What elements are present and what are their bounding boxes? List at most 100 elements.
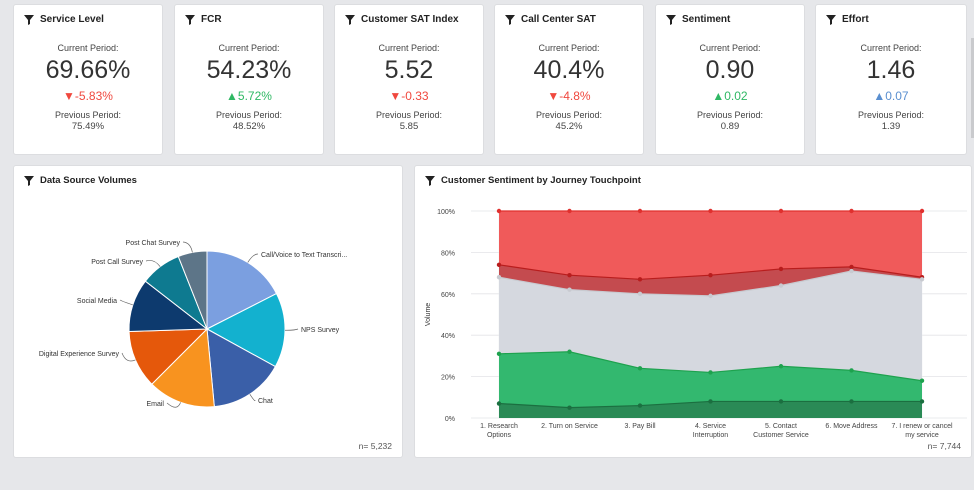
pie-slice-label: Digital Experience Survey (39, 351, 120, 358)
data-point[interactable] (919, 399, 925, 404)
data-point[interactable] (637, 277, 643, 282)
data-point[interactable] (708, 293, 713, 299)
data-point[interactable] (567, 287, 572, 292)
filter-icon[interactable] (666, 14, 676, 25)
y-tick-label: 60% (441, 292, 455, 299)
y-axis-label: Volume (425, 303, 432, 326)
kpi-title-text: FCR (201, 14, 222, 25)
pie-slice[interactable] (151, 327, 215, 408)
kpi-title-text: Sentiment (682, 14, 731, 25)
area-series-fill (499, 264, 922, 296)
filter-icon[interactable] (24, 175, 34, 186)
previous-period-label: Previous Period: (696, 110, 764, 120)
data-point[interactable] (849, 368, 854, 373)
kpi-card: Service Level Current Period: 69.66% ▼-5… (14, 5, 162, 154)
previous-period-value: 0.89 (720, 121, 740, 132)
data-point[interactable] (637, 366, 643, 371)
current-period-label: Current Period: (699, 43, 761, 53)
pie-panel-title: Data Source Volumes (24, 175, 137, 186)
previous-period-value: 48.52% (232, 121, 266, 132)
pie-leader-line (247, 253, 259, 263)
pie-slice[interactable] (205, 292, 286, 368)
kpi-delta: ▼-4.8% (547, 89, 591, 103)
data-point[interactable] (919, 277, 925, 282)
kpi-delta: ▲0.02 (712, 89, 748, 103)
data-point[interactable] (849, 268, 854, 274)
kpi-card: Effort Current Period: 1.46 ▲0.07 Previo… (816, 5, 966, 154)
data-point[interactable] (778, 283, 784, 288)
pie-slice[interactable] (206, 328, 277, 408)
filter-icon[interactable] (185, 14, 195, 25)
data-point[interactable] (849, 208, 854, 214)
area-series-fill (499, 271, 922, 381)
kpi-delta: ▲5.72% (226, 89, 272, 103)
kpi-card: Call Center SAT Current Period: 40.4% ▼-… (495, 5, 643, 154)
area-series-fill (499, 211, 922, 280)
data-point[interactable] (567, 272, 572, 278)
area-series-fill (499, 351, 922, 408)
x-tick-label: 4. Service (695, 423, 726, 430)
area-n-label: n= 7,744 (927, 441, 961, 451)
kpi-delta: ▲0.07 (873, 89, 909, 103)
pie-slice-label: Social Media (77, 298, 117, 305)
data-point[interactable] (567, 405, 572, 410)
data-point[interactable] (567, 349, 572, 354)
scrollbar[interactable] (971, 38, 974, 138)
data-point[interactable] (567, 208, 572, 214)
current-period-label: Current Period: (218, 43, 280, 53)
pie-panel: Data Source Volumes Call/Voice to Text T… (14, 166, 402, 457)
pie-slice-label: NPS Survey (301, 327, 340, 334)
previous-period-label: Previous Period: (375, 110, 443, 120)
data-point[interactable] (778, 399, 784, 404)
kpi-title: Customer SAT Index (345, 14, 459, 25)
data-point[interactable] (637, 403, 643, 408)
data-point[interactable] (496, 208, 502, 214)
data-point[interactable] (708, 370, 713, 375)
data-point[interactable] (708, 272, 713, 278)
x-tick-label: my service (905, 432, 939, 439)
filter-icon[interactable] (826, 14, 836, 25)
filter-icon[interactable] (345, 14, 355, 25)
filter-icon[interactable] (505, 14, 515, 25)
x-tick-label: 2. Turn on Service (541, 423, 598, 430)
data-point[interactable] (708, 208, 713, 214)
data-point[interactable] (778, 208, 784, 214)
data-point[interactable] (778, 266, 784, 272)
kpi-value: 69.66% (45, 56, 131, 84)
pie-leader-line (249, 394, 256, 401)
area-chart: 0% 20% 40% 60% 80% 100% Volume 1. Research Optio… (425, 208, 967, 439)
x-tick-label: Interruption (693, 432, 729, 439)
area-series-fill (499, 401, 922, 418)
data-point[interactable] (496, 275, 502, 280)
pie-slice-label: Post Chat Survey (126, 240, 181, 247)
area-title-text: Customer Sentiment by Journey Touchpoint (441, 175, 641, 186)
filter-icon[interactable] (24, 14, 34, 25)
previous-period-value: 45.2% (555, 121, 583, 132)
previous-period-value: 75.49% (71, 121, 105, 132)
data-point[interactable] (496, 401, 502, 406)
data-point[interactable] (919, 378, 925, 383)
pie-chart: Call/Voice to Text Transcri... NPS Survey… (39, 240, 347, 408)
data-point[interactable] (637, 291, 643, 296)
area-panel: Customer Sentiment by Journey Touchpoint… (415, 166, 971, 457)
previous-period-label: Previous Period: (857, 110, 925, 120)
data-point[interactable] (778, 364, 784, 369)
x-tick-label: 5. Contact (765, 423, 797, 430)
data-point[interactable] (496, 262, 502, 268)
filter-icon[interactable] (425, 175, 435, 186)
data-point[interactable] (919, 208, 925, 214)
pie-slice-label: Post Call Survey (91, 259, 143, 266)
data-point[interactable] (496, 351, 502, 357)
previous-period-label: Previous Period: (535, 110, 603, 120)
pie-slice-label: Chat (258, 398, 273, 405)
y-tick-label: 100% (437, 209, 455, 216)
data-point[interactable] (708, 399, 713, 404)
data-point[interactable] (637, 208, 643, 214)
kpi-card: Customer SAT Index Current Period: 5.52 … (335, 5, 483, 154)
kpi-title: Call Center SAT (505, 14, 596, 25)
kpi-title: Effort (826, 14, 869, 25)
data-point[interactable] (849, 399, 854, 404)
kpi-value: 5.52 (384, 56, 434, 84)
data-point[interactable] (849, 264, 854, 270)
pie-slice-label: Email (146, 401, 164, 408)
